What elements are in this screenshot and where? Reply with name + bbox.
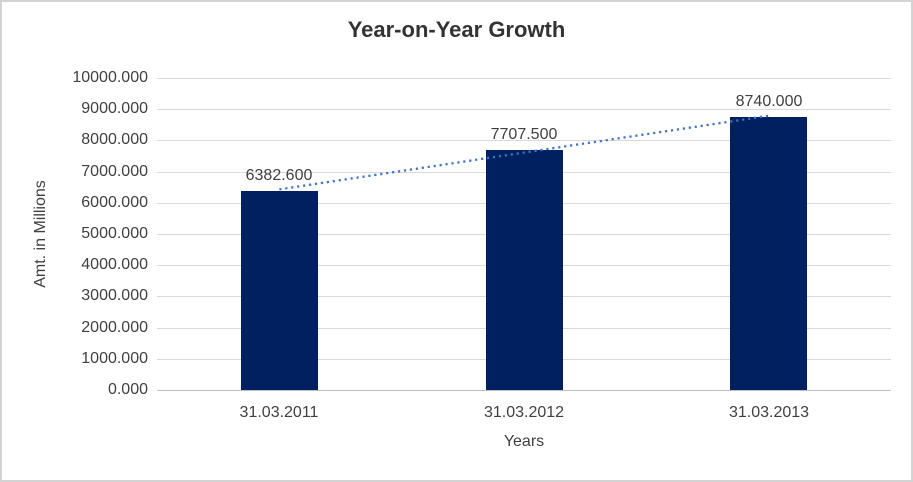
- y-tick-label: 8000.000: [81, 131, 148, 148]
- y-tick-label: 7000.000: [81, 163, 148, 180]
- x-axis-title: Years: [503, 433, 545, 450]
- y-tick-label: 0.000: [107, 381, 148, 398]
- x-axis-line: [157, 390, 891, 391]
- x-tick-label: 31.03.2011: [239, 404, 319, 421]
- y-tick-label: 10000.000: [72, 69, 148, 86]
- y-tick-label: 4000.000: [81, 256, 148, 273]
- bar: [241, 191, 318, 390]
- bar: [730, 117, 807, 390]
- data-label: 8740.000: [735, 93, 803, 110]
- data-label: 6382.600: [245, 167, 313, 184]
- data-label: 7707.500: [490, 126, 558, 143]
- gridline: [157, 78, 891, 79]
- y-tick-label: 3000.000: [81, 287, 148, 304]
- bar: [486, 150, 563, 390]
- y-tick-label: 5000.000: [81, 225, 148, 242]
- y-tick-label: 2000.000: [81, 319, 148, 336]
- x-tick-label: 31.03.2013: [728, 404, 810, 421]
- x-tick-label: 31.03.2012: [483, 404, 565, 421]
- gridline: [157, 109, 891, 110]
- chart-title: Year-on-Year Growth: [347, 17, 566, 42]
- y-tick-label: 9000.000: [81, 100, 148, 117]
- y-tick-label: 1000.000: [81, 350, 148, 367]
- y-tick-label: 6000.000: [81, 194, 148, 211]
